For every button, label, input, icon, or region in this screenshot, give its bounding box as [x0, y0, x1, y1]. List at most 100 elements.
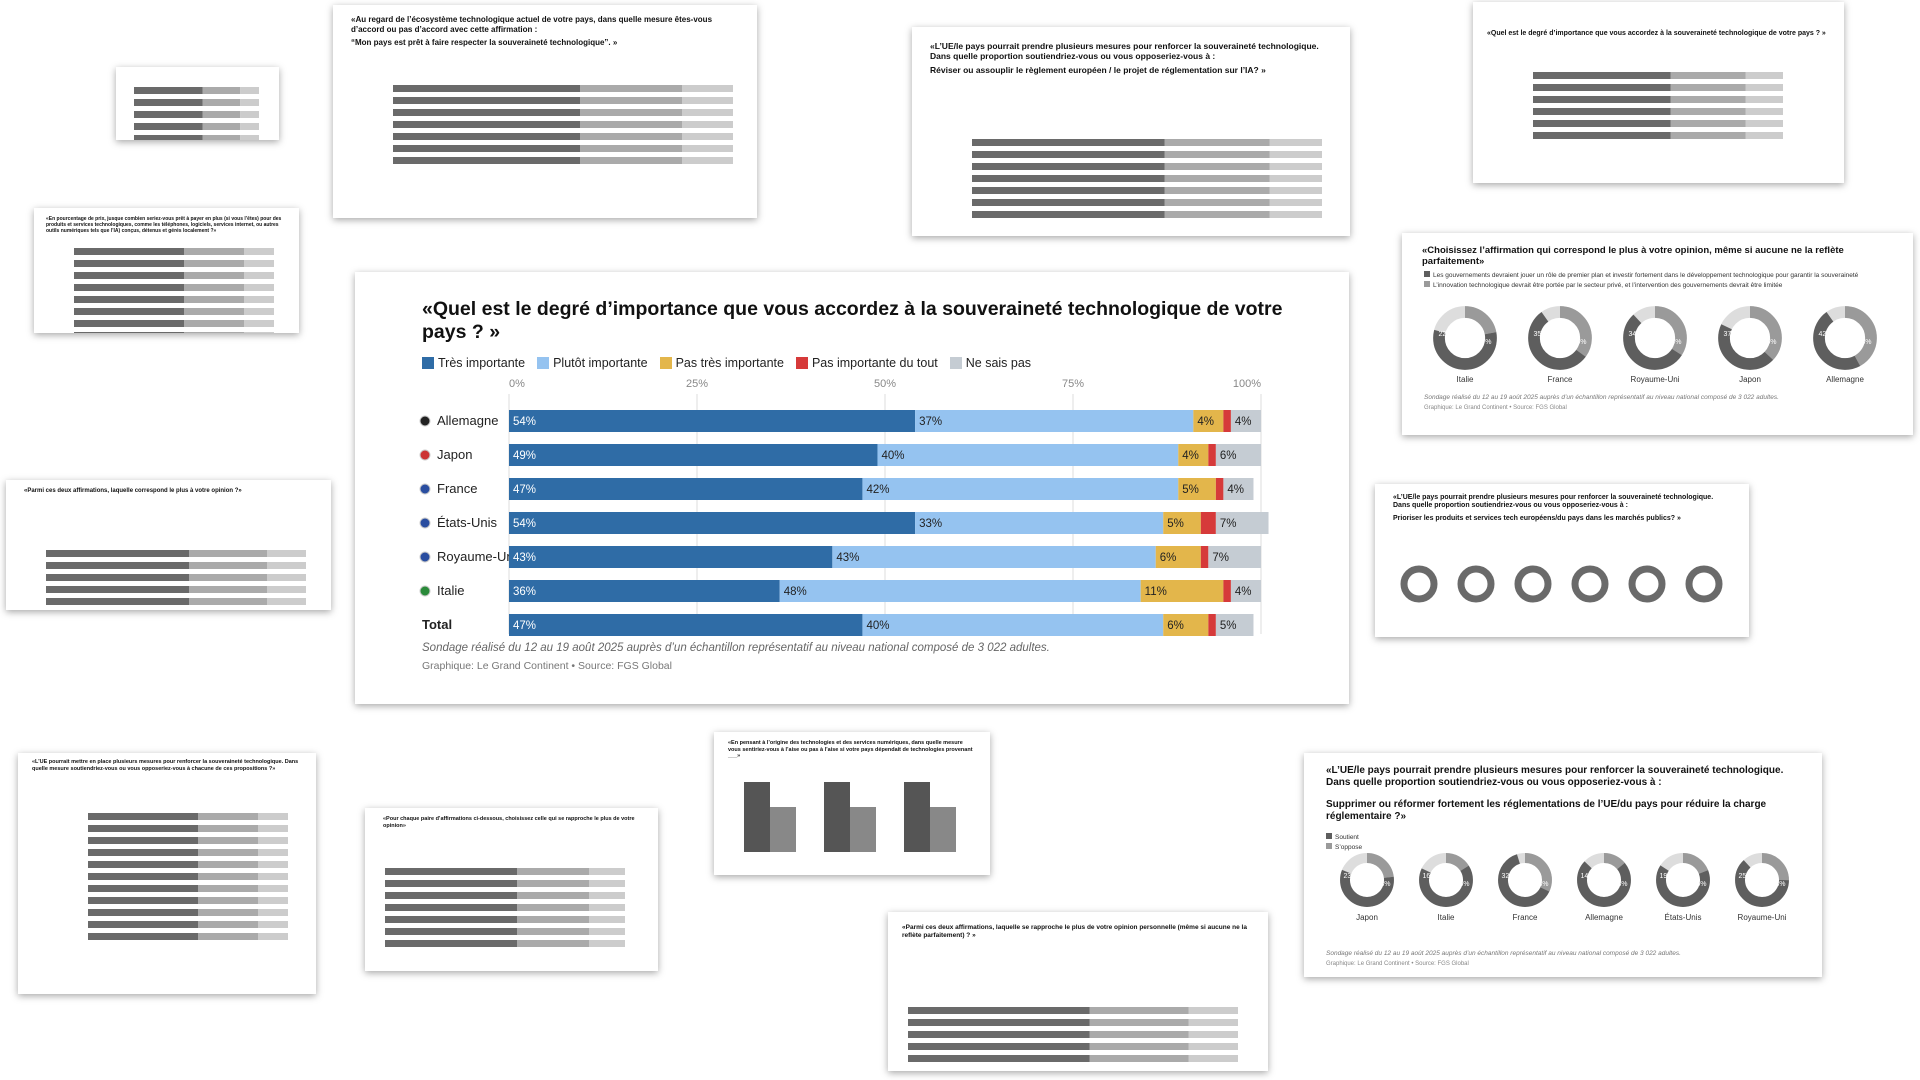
decoration [1670, 84, 1746, 91]
decoration [198, 825, 258, 832]
decoration [682, 133, 733, 140]
decoration [240, 135, 259, 140]
thumbnail-card: «L’UE/le pays pourrait prendre plusieurs… [912, 27, 1350, 236]
decoration [589, 928, 625, 935]
value-label: 35% [1533, 331, 1547, 338]
thumbnail-card: «En pourcentage de prix, jusque combien … [34, 208, 299, 333]
legend-swatch [1424, 271, 1430, 277]
bar-segment [509, 580, 780, 602]
bar-segment [1215, 512, 1269, 534]
decoration [682, 97, 733, 104]
legend-swatch [659, 357, 672, 369]
value-label: 54% [513, 416, 536, 428]
donut-segment [1656, 853, 1710, 907]
bar-segment [915, 512, 1164, 534]
value-label: 48% [1857, 339, 1871, 346]
legend-swatch [1326, 843, 1332, 849]
decoration [258, 873, 288, 880]
decoration [1164, 199, 1270, 206]
value-label: 11% [1145, 586, 1167, 598]
donut-segment [1623, 306, 1687, 370]
value-label: 48% [784, 586, 807, 598]
decoration [908, 1007, 1238, 1062]
value-label: 16% [1422, 873, 1436, 880]
value-label: 58% [1376, 881, 1390, 888]
value-label: 7% [1212, 552, 1229, 564]
thumbnail-card: «Parmi ces deux affirmations, laquelle c… [6, 480, 331, 610]
bar-segment [509, 614, 863, 636]
decoration [580, 85, 682, 92]
decoration: 22% 57% Italie 35% 55% France 34% 54% Royaume-Un… [1424, 271, 1877, 411]
decoration [198, 909, 258, 916]
x-tick-label: 50% [874, 378, 896, 390]
value-label: 37% [919, 416, 942, 428]
decoration [198, 861, 258, 868]
value-label: 63% [1771, 881, 1785, 888]
bar-segment [1215, 444, 1261, 466]
decoration [850, 807, 876, 852]
legend-item: Plutôt importante [537, 356, 648, 370]
decoration [1400, 565, 1438, 603]
value-label: 73% [1613, 881, 1627, 888]
decoration [244, 296, 274, 303]
category-label: Italie [1438, 913, 1455, 922]
donut-segment [1577, 853, 1631, 907]
value-label: 25% [1738, 873, 1752, 880]
decoration [258, 861, 288, 868]
legend-item: Pas très importante [659, 356, 784, 370]
value-label: 23% [1343, 873, 1357, 880]
donut-segment [1718, 306, 1782, 370]
decoration [1533, 108, 1671, 115]
decoration [240, 87, 259, 94]
legend-label: Plutôt importante [553, 356, 648, 370]
legend-item: Ne sais pas [949, 356, 1031, 370]
decoration [1269, 199, 1322, 206]
legend: Très importante Plutôt importante Pas très… [422, 356, 1031, 370]
decoration [517, 904, 589, 911]
donut-segment [1419, 853, 1473, 907]
bar-segment [509, 546, 833, 568]
bar-segment [1223, 580, 1231, 602]
decoration [385, 892, 517, 899]
legend-item: Très importante [422, 356, 525, 370]
decoration [682, 109, 733, 116]
decoration [1745, 132, 1783, 139]
card-title: «Parmi ces deux affirmations, laquelle c… [24, 488, 242, 494]
decoration [74, 260, 184, 267]
value-label: 42% [1818, 331, 1832, 338]
card-title: «Choisissez l’affirmation qui correspond… [1422, 245, 1844, 268]
decoration [198, 897, 258, 904]
decoration [258, 837, 288, 844]
value-label: 33% [919, 518, 942, 530]
decoration [1164, 187, 1270, 194]
decoration [1089, 1019, 1189, 1026]
value-label: 57% [1477, 339, 1491, 346]
decoration [1188, 1043, 1238, 1050]
thumbnail-card: «En pensant à l’origine des technologies… [714, 732, 990, 875]
decoration [972, 139, 1165, 146]
decoration [972, 151, 1165, 158]
donut-segment [1498, 853, 1552, 907]
value-label: 6% [1160, 552, 1177, 564]
decoration [589, 904, 625, 911]
decoration [517, 868, 589, 875]
bar-segment [1215, 478, 1224, 500]
decoration [88, 897, 198, 904]
y-tick-label: France [437, 481, 477, 496]
value-label: 5% [1167, 518, 1184, 530]
decoration [972, 139, 1322, 218]
value-label: 14% [1580, 873, 1594, 880]
bar-segment [1178, 444, 1209, 466]
flag-icon [419, 483, 431, 495]
decoration [1745, 108, 1783, 115]
decoration [1269, 175, 1322, 182]
bar-segment [1163, 614, 1209, 636]
donut-segment [1433, 306, 1497, 370]
decoration [202, 123, 241, 130]
decoration [88, 885, 198, 892]
decoration [393, 85, 733, 164]
decoration [517, 916, 589, 923]
decoration [198, 933, 258, 940]
decoration [258, 849, 288, 856]
note: Sondage réalisé du 12 au 19 août 2025 au… [422, 642, 1050, 654]
